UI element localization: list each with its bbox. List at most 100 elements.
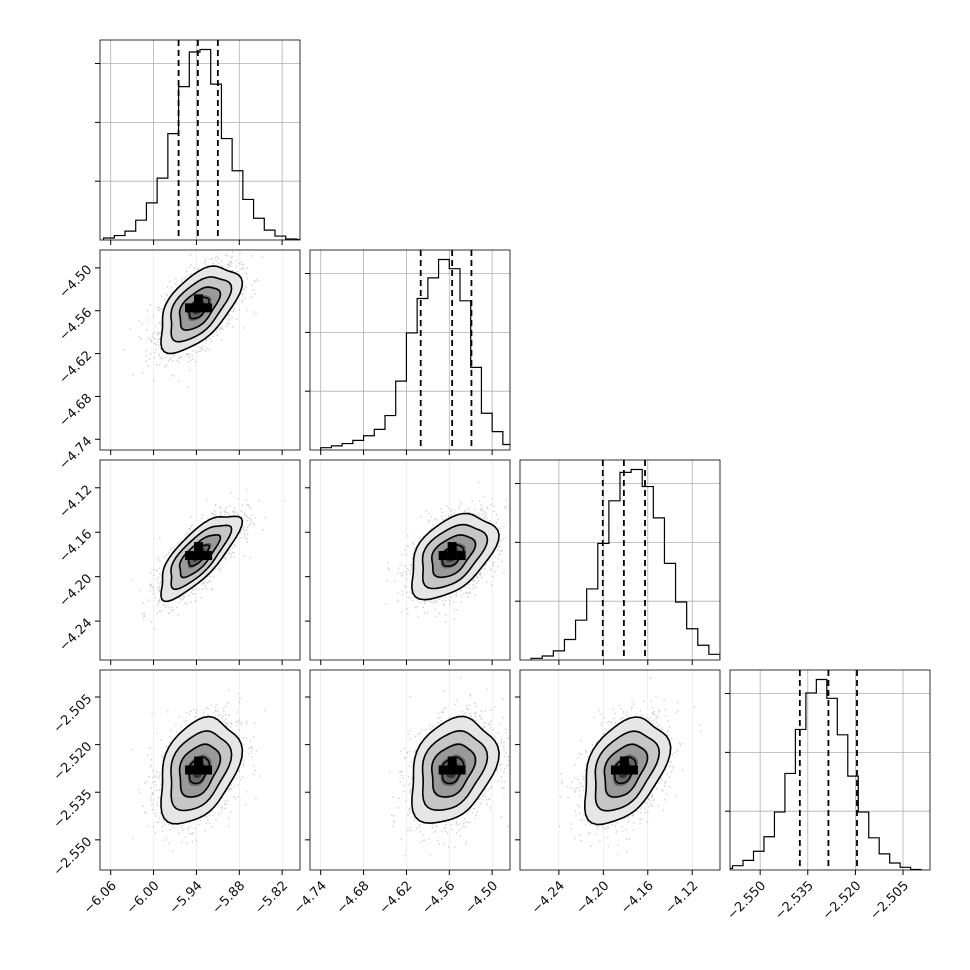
x-tick-label: −4.50	[462, 878, 501, 917]
histogram-step	[730, 678, 922, 870]
scatter-panel-3-0	[95, 669, 301, 875]
x-tick-label: −2.505	[867, 878, 912, 923]
density-layer	[130, 689, 266, 852]
x-tick-label: −5.88	[210, 878, 249, 917]
panel-frame	[309, 249, 511, 451]
histogram-step	[320, 258, 510, 450]
contour-line	[170, 524, 233, 591]
density-core	[194, 542, 204, 552]
density-core	[456, 765, 466, 775]
scatter-panel-3-2	[515, 669, 721, 875]
panel-frame	[519, 459, 721, 661]
contour-line	[160, 715, 244, 825]
x-tick-label: −5.82	[252, 878, 291, 917]
contour-line	[178, 286, 222, 331]
density-core	[447, 756, 457, 766]
histogram-panel-2	[515, 459, 721, 665]
x-tick-label: −4.56	[420, 878, 459, 917]
density-layer	[389, 677, 510, 857]
y-tick-label: −4.24	[57, 616, 96, 655]
x-tick-label: −4.20	[574, 878, 613, 917]
density-core	[447, 765, 457, 775]
density-layer	[130, 488, 286, 630]
contour-line	[160, 515, 244, 603]
contour-line	[188, 296, 211, 320]
density-core	[610, 765, 620, 775]
panel-frame	[309, 459, 511, 661]
y-tick-label: −2.550	[51, 835, 96, 880]
density-core	[438, 551, 448, 561]
contour-line	[178, 743, 222, 798]
contour-line	[188, 544, 211, 568]
x-tick-label: −6.06	[81, 878, 120, 917]
contour-line	[160, 265, 244, 355]
x-tick-label: −2.550	[725, 878, 770, 923]
contour-line	[430, 534, 477, 579]
x-tick-label: −6.00	[124, 878, 163, 917]
density-core	[619, 756, 629, 766]
y-tick-label: −4.50	[57, 263, 96, 302]
x-tick-label: −4.24	[529, 878, 568, 917]
density-layer	[558, 677, 702, 856]
y-tick-label: −4.74	[57, 434, 96, 473]
panel-frame	[99, 459, 301, 661]
panel-frame	[309, 669, 511, 871]
contour-line	[170, 276, 233, 343]
density-core	[203, 303, 213, 313]
x-tick-label: −4.62	[377, 878, 416, 917]
panel-frame	[519, 669, 721, 871]
y-tick-label: −2.535	[51, 787, 96, 832]
contour-line	[430, 743, 477, 798]
contour-line	[421, 523, 489, 590]
histogram-panel-1	[305, 249, 511, 455]
scatter-panel-3-1	[305, 669, 511, 875]
density-core	[185, 551, 195, 561]
y-tick-label: −4.12	[57, 482, 96, 521]
x-tick-label: −2.520	[820, 878, 865, 923]
panel-frame	[99, 669, 301, 871]
x-tick-label: −4.12	[662, 878, 701, 917]
y-tick-label: −4.20	[57, 571, 96, 610]
panel-frame	[99, 249, 301, 451]
scatter-panel-2-1	[305, 459, 511, 665]
density-core	[194, 303, 204, 313]
density-core	[203, 551, 213, 561]
contour-line	[440, 544, 465, 567]
density-layer	[385, 481, 507, 623]
density-core	[619, 765, 629, 775]
density-core	[447, 551, 457, 561]
contour-line	[613, 756, 637, 785]
panel-frame	[99, 39, 301, 241]
contour-line	[594, 730, 661, 812]
density-layer	[123, 251, 264, 388]
histogram-step	[530, 468, 720, 660]
contour-line	[170, 730, 233, 812]
x-tick-label: −4.68	[334, 878, 373, 917]
y-tick-label: −4.68	[57, 391, 96, 430]
x-tick-label: −4.74	[291, 878, 330, 917]
histogram-panel-3	[725, 669, 931, 875]
x-tick-label: −2.535	[772, 878, 817, 923]
y-tick-label: −2.505	[51, 692, 96, 737]
contour-line	[411, 512, 500, 601]
panel-frame	[729, 669, 931, 871]
contour-line	[178, 534, 222, 579]
contour-line	[188, 756, 211, 785]
density-core	[194, 765, 204, 775]
histogram-step	[102, 48, 300, 240]
y-tick-label: −4.56	[57, 305, 96, 344]
x-tick-label: −5.94	[167, 878, 206, 917]
density-core	[194, 551, 204, 561]
y-tick-label: −4.16	[57, 527, 96, 566]
scatter-panel-2-0	[95, 459, 301, 665]
histogram-panel-0	[95, 39, 301, 245]
y-tick-label: −4.62	[57, 348, 96, 387]
y-tick-label: −2.520	[51, 739, 96, 784]
density-core	[438, 765, 448, 775]
contour-line	[583, 716, 672, 826]
density-core	[194, 756, 204, 766]
contour-line	[603, 743, 649, 798]
contour-line	[440, 756, 465, 785]
contour-line	[411, 715, 500, 825]
